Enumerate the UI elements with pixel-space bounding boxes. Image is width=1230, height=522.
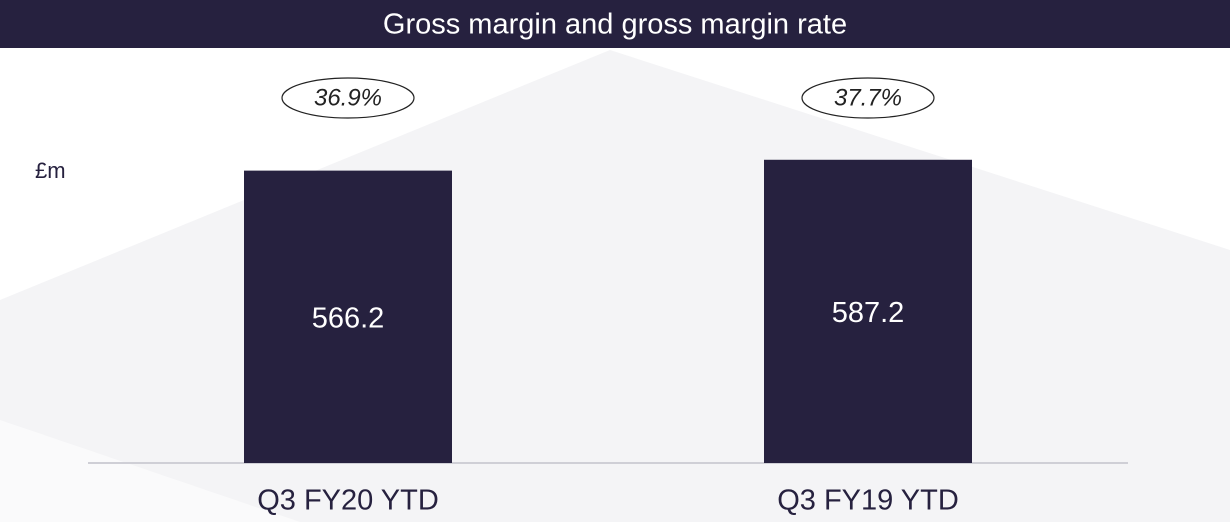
bar: [244, 170, 452, 463]
rate-label: 36.9%: [314, 84, 382, 111]
rate-ellipse: [281, 77, 415, 119]
bar-value-label: 587.2: [832, 297, 905, 329]
unit-label: £m: [35, 158, 66, 183]
x-tick-label: Q3 FY19 YTD: [777, 485, 959, 517]
bar: [764, 159, 972, 463]
title-banner: [0, 0, 1230, 48]
rate-label: 37.7%: [834, 84, 902, 111]
background-shape: [0, 420, 300, 522]
background-shape: [0, 50, 1230, 522]
chart-title: Gross margin and gross margin rate: [383, 9, 847, 41]
bar-value-label: 566.2: [312, 302, 385, 334]
rate-ellipse: [801, 77, 935, 119]
x-tick-label: Q3 FY20 YTD: [257, 485, 439, 517]
